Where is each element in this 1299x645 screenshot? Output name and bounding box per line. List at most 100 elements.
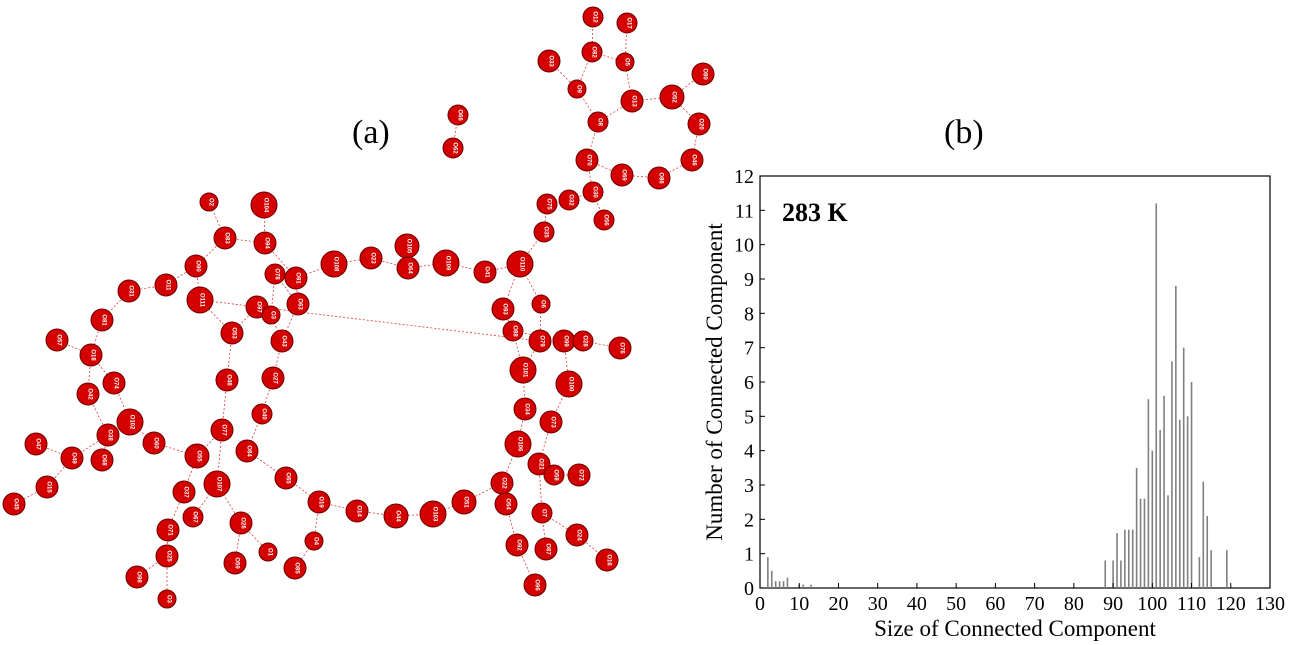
node-circle <box>117 279 141 303</box>
node-label: O41 <box>483 266 489 278</box>
network-node: O102 <box>116 408 144 436</box>
node-label: O32 <box>567 194 573 206</box>
node-circle <box>250 191 278 219</box>
network-node: O79 <box>528 329 552 353</box>
network-node: O76 <box>608 336 632 360</box>
node-circle <box>199 192 219 212</box>
node-label: O83 <box>223 232 229 244</box>
node-label: O84 <box>245 445 251 457</box>
node-label: O37 <box>182 486 188 498</box>
network-node: O31 <box>117 279 141 303</box>
node-label: O43 <box>280 335 286 347</box>
node-label: O78 <box>273 268 279 280</box>
network-edge <box>113 382 131 423</box>
node-circle <box>531 502 553 524</box>
node-label: O49 <box>70 452 76 464</box>
node-circle <box>504 430 532 458</box>
y-tick-label: 12 <box>734 166 754 188</box>
network-node: O66 <box>447 104 469 126</box>
network-node: O40 <box>251 403 273 425</box>
node-label: O48 <box>225 374 231 386</box>
node-label: O44 <box>394 510 400 522</box>
network-node: O106 <box>504 430 532 458</box>
node-circle <box>575 148 599 172</box>
y-axis-title: Number of Connected Component <box>702 223 727 541</box>
histogram-bars <box>767 203 1228 588</box>
network-node: O33 <box>537 49 561 73</box>
node-label: O79 <box>538 335 544 347</box>
node-label: O40 <box>260 408 266 420</box>
histogram-bar <box>774 581 777 588</box>
histogram-bar <box>1127 529 1130 588</box>
node-label: O46 <box>690 154 696 166</box>
network-node: O87 <box>534 537 558 561</box>
histogram-bar <box>1182 347 1185 588</box>
network-node: O46 <box>680 148 704 172</box>
node-circle <box>491 297 515 321</box>
node-label: O96 <box>533 579 539 591</box>
network-node: O55 <box>184 443 210 469</box>
y-tick-label: 3 <box>744 475 754 497</box>
node-label: O45 <box>12 498 18 510</box>
node-label: O99 <box>562 335 568 347</box>
histogram-bar <box>1226 550 1228 588</box>
node-circle <box>264 263 286 285</box>
node-circle <box>647 166 671 190</box>
node-label: O82 <box>590 46 596 58</box>
network-node: O70 <box>575 148 599 172</box>
node-label: O56 <box>602 214 608 226</box>
network-node: O48 <box>215 368 239 392</box>
node-circle <box>565 523 589 547</box>
node-circle <box>506 250 534 278</box>
node-label: O7 <box>540 509 546 518</box>
network-node: O30 <box>582 181 604 203</box>
network-node: O68 <box>90 448 114 472</box>
node-label: O73 <box>549 416 555 428</box>
network-node: O98 <box>125 565 149 589</box>
network-node: O35 <box>533 221 555 243</box>
node-circle <box>156 518 180 542</box>
panel-a-label: (a) <box>352 114 390 151</box>
network-edge <box>192 483 218 518</box>
node-circle <box>659 84 685 110</box>
node-label: O53 <box>230 327 236 339</box>
node-label: O102 <box>128 415 134 430</box>
node-circle <box>215 368 239 392</box>
y-tick-label: 10 <box>734 235 754 257</box>
node-circle <box>284 266 308 290</box>
node-label: O75 <box>545 198 551 210</box>
network-node: O72 <box>567 463 591 487</box>
histogram-bar <box>1143 498 1146 588</box>
network-node: O86 <box>647 166 671 190</box>
node-circle <box>620 89 644 113</box>
network-node: O3 <box>261 305 281 325</box>
node-circle <box>96 423 120 447</box>
node-label: O1 <box>266 548 272 557</box>
plot-frame <box>759 175 1271 589</box>
network-node: O6 <box>531 294 551 314</box>
network-node: O23 <box>359 246 383 270</box>
node-circle <box>572 330 594 352</box>
node-circle <box>213 226 237 250</box>
network-node: O80 <box>691 62 715 86</box>
node-circle <box>172 480 196 504</box>
histogram-bar <box>1151 450 1154 588</box>
node-circle <box>523 573 547 597</box>
node-label: O6 <box>539 300 545 309</box>
network-node: O15 <box>35 475 59 499</box>
network-node: O111 <box>186 286 214 314</box>
node-circle <box>558 189 580 211</box>
network-node: O37 <box>172 480 196 504</box>
network-node: O14 <box>345 499 369 523</box>
network-node: O49 <box>60 446 84 470</box>
node-label: O57 <box>55 334 61 346</box>
node-circle <box>345 499 369 523</box>
histogram-bar <box>1178 419 1181 588</box>
network-node: O51 <box>451 489 477 515</box>
network-node: O101 <box>509 356 537 384</box>
network-node: O45 <box>2 492 26 516</box>
y-tick-label: 11 <box>735 200 754 222</box>
node-label: O64 <box>406 262 412 274</box>
network-node: O41 <box>473 260 497 284</box>
